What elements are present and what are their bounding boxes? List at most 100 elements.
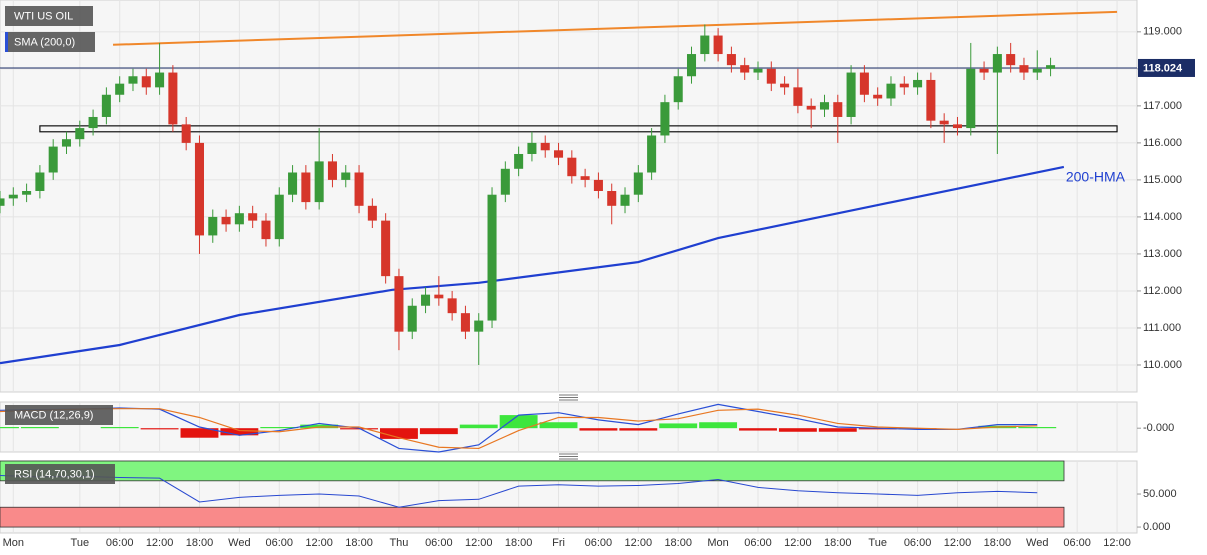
x-tick-label: Tue bbox=[868, 537, 887, 549]
x-tick-label: Thu bbox=[389, 537, 408, 549]
x-tick-label: 18:00 bbox=[824, 537, 852, 549]
candle-body bbox=[248, 213, 258, 221]
histogram-bar bbox=[539, 422, 578, 429]
candle-body bbox=[288, 172, 298, 195]
last-price-label: 118.024 bbox=[1143, 62, 1183, 74]
last-price-box bbox=[1138, 58, 1195, 77]
candle-body bbox=[208, 216, 218, 236]
candle-body bbox=[660, 102, 670, 136]
support-zone bbox=[39, 125, 1118, 133]
x-tick-label: 06:00 bbox=[265, 537, 293, 549]
x-tick-label: 12:00 bbox=[465, 537, 493, 549]
histogram-bar bbox=[818, 428, 857, 432]
panel-handle bbox=[559, 394, 578, 460]
candle-body bbox=[979, 68, 989, 73]
candle-body bbox=[966, 68, 976, 129]
candle-body bbox=[394, 276, 404, 332]
y-tick-label: 111.000 bbox=[1143, 322, 1181, 334]
candle-body bbox=[580, 176, 590, 180]
histogram-bar bbox=[739, 428, 777, 431]
candle-body bbox=[155, 72, 165, 88]
candle-body bbox=[115, 83, 125, 95]
series-label: 200-HMA bbox=[1066, 169, 1126, 185]
y-tick-label: 113.000 bbox=[1143, 248, 1182, 260]
rsi-band bbox=[0, 460, 1065, 482]
indicator-box bbox=[5, 32, 95, 52]
candle-body bbox=[234, 213, 244, 225]
x-tick-label: 06:00 bbox=[425, 537, 453, 549]
candle-body bbox=[8, 194, 18, 199]
candle-body bbox=[367, 205, 377, 221]
title-box bbox=[5, 6, 93, 26]
x-tick-label: 18:00 bbox=[664, 537, 692, 549]
candle-body bbox=[48, 146, 58, 173]
rsi-band bbox=[0, 506, 1065, 528]
candle-body bbox=[1006, 54, 1016, 66]
y-tick-label: 110.000 bbox=[1143, 359, 1182, 371]
histogram-bar bbox=[1018, 427, 1057, 429]
candle-body bbox=[474, 320, 484, 332]
candle-body bbox=[61, 139, 72, 147]
candle-body bbox=[407, 305, 417, 332]
candle-body bbox=[460, 313, 470, 332]
rsi-title-box bbox=[5, 464, 115, 484]
candle-body bbox=[1032, 68, 1042, 73]
candle-body bbox=[354, 172, 364, 206]
candle-body bbox=[740, 65, 750, 73]
candle-body bbox=[899, 83, 909, 88]
x-tick-label: 06:00 bbox=[106, 537, 134, 549]
candle-body bbox=[939, 120, 949, 125]
histogram-bar bbox=[579, 428, 618, 431]
x-tick-label: Wed bbox=[1026, 537, 1048, 549]
candle-body bbox=[686, 54, 697, 77]
candle-body bbox=[567, 157, 577, 177]
candle-body bbox=[22, 191, 32, 195]
histogram-bar bbox=[20, 427, 59, 429]
x-tick-label: 12:00 bbox=[305, 537, 333, 549]
candle-body bbox=[101, 94, 111, 117]
candle-body bbox=[181, 124, 191, 143]
histogram-bar bbox=[180, 428, 219, 438]
x-tick-label: 06:00 bbox=[744, 537, 772, 549]
candle-body bbox=[35, 172, 45, 192]
x-tick-label: Mon bbox=[707, 537, 728, 549]
candle-body bbox=[301, 172, 311, 203]
candle-body bbox=[314, 161, 324, 203]
candle-body bbox=[168, 72, 178, 125]
candle-body bbox=[793, 87, 803, 106]
indicator-label: SMA (200,0) bbox=[14, 36, 75, 48]
candle-body bbox=[261, 220, 271, 240]
candle-body bbox=[713, 35, 723, 55]
candle-body bbox=[992, 54, 1002, 73]
candle-body bbox=[1046, 65, 1056, 69]
histogram-bar bbox=[100, 427, 139, 429]
candle-body bbox=[75, 128, 85, 140]
chart-title: WTI US OIL bbox=[14, 10, 73, 22]
macd-line bbox=[0, 403, 1038, 453]
candle-body bbox=[1019, 65, 1029, 73]
histogram-bar bbox=[260, 427, 299, 429]
candle-body bbox=[846, 72, 856, 117]
candle-body bbox=[780, 83, 790, 88]
candle-body bbox=[434, 294, 444, 299]
candle-body bbox=[673, 76, 683, 103]
candle-body bbox=[381, 220, 391, 277]
histogram-bar bbox=[778, 428, 817, 432]
x-tick-label: 18:00 bbox=[505, 537, 533, 549]
y-tick-label: -0.000 bbox=[1143, 422, 1174, 434]
histogram-bar bbox=[699, 422, 738, 429]
candle-body bbox=[128, 76, 138, 84]
rsi-title: RSI (14,70,30,1) bbox=[14, 468, 95, 480]
histogram-bar bbox=[459, 424, 498, 429]
hma-line bbox=[0, 165, 1065, 365]
candle-body bbox=[421, 294, 431, 306]
x-tick-label: 18:00 bbox=[984, 537, 1012, 549]
y-tick-label: 117.000 bbox=[1143, 100, 1182, 112]
candle-body bbox=[926, 79, 936, 121]
macd-line bbox=[0, 408, 1038, 450]
macd-title: MACD (12,26,9) bbox=[14, 409, 93, 421]
candle-body bbox=[726, 54, 736, 66]
candle-body bbox=[607, 191, 617, 206]
